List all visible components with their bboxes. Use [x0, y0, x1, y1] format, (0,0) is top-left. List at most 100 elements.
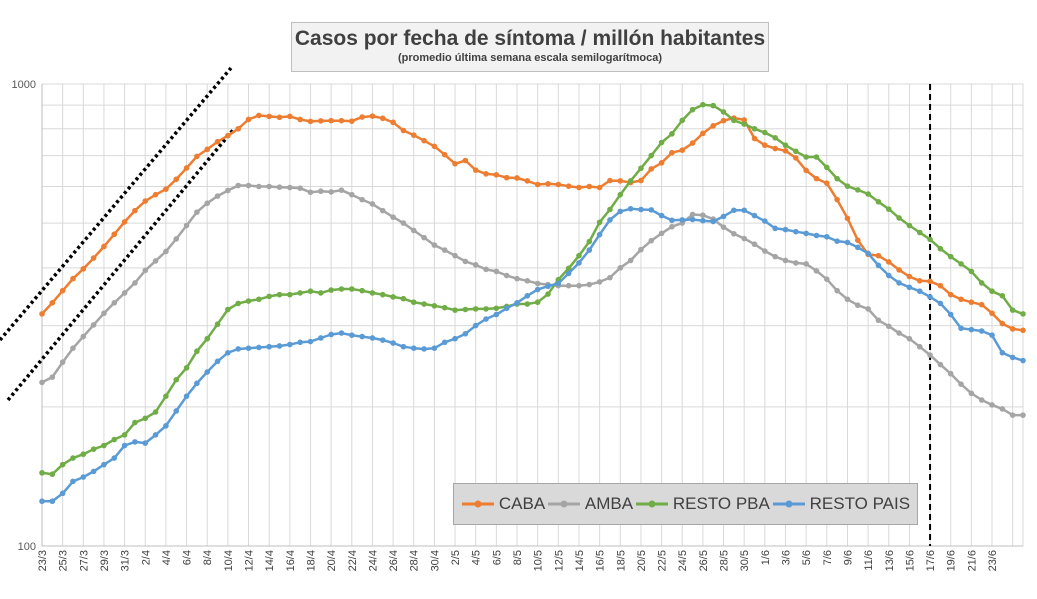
legend-swatch-amba [547, 500, 580, 508]
data-point-resto-pais [700, 217, 706, 224]
data-point-resto-pais [834, 238, 840, 244]
data-point-amba [772, 253, 778, 260]
data-point-resto-pais [163, 423, 169, 429]
data-point-amba [803, 261, 809, 267]
data-point-caba [576, 184, 582, 191]
data-point-resto-pba [947, 253, 954, 260]
data-point-resto-pba [121, 432, 128, 438]
x-tick-label: 27/3 [78, 550, 90, 571]
data-point-resto-pba [978, 280, 985, 286]
data-point-resto-pais [937, 300, 944, 307]
data-point-resto-pba [194, 348, 200, 355]
data-point-resto-pba [741, 121, 747, 127]
data-point-resto-pba [813, 154, 820, 160]
data-point-resto-pba [256, 296, 262, 303]
x-tick-label: 30/5 [739, 550, 751, 571]
y-tick-label: 100 [18, 541, 36, 553]
data-point-amba [586, 281, 593, 288]
data-point-amba [813, 268, 820, 274]
data-point-amba [183, 222, 190, 229]
data-point-caba [266, 113, 272, 120]
x-tick-label: 20/4 [326, 550, 338, 571]
data-point-resto-pba [483, 306, 489, 312]
x-tick-label: 1/6 [760, 550, 772, 565]
data-point-amba [885, 323, 892, 330]
x-tick-label: 2/4 [140, 550, 152, 565]
data-point-resto-pais [555, 280, 562, 287]
data-point-caba [410, 132, 417, 138]
data-point-amba [906, 335, 913, 342]
data-point-resto-pais [534, 286, 541, 293]
data-point-resto-pais [793, 228, 799, 235]
data-point-resto-pba [204, 335, 211, 342]
data-point-amba [669, 223, 675, 230]
data-point-caba [483, 171, 489, 177]
data-point-amba [276, 184, 283, 190]
data-point-resto-pba [111, 436, 118, 443]
data-point-amba [307, 189, 314, 196]
legend-swatch-resto-pba [635, 500, 668, 508]
data-point-resto-pais [875, 262, 882, 269]
data-point-resto-pais [256, 344, 262, 351]
data-point-amba [617, 265, 624, 271]
data-point-resto-pba [307, 288, 314, 295]
data-point-resto-pais [503, 305, 510, 312]
x-tick-label: 14/4 [264, 550, 276, 571]
x-tick-label: 10/5 [533, 550, 545, 571]
data-point-resto-pba [648, 152, 655, 159]
data-point-caba [689, 140, 696, 146]
data-point-resto-pais [101, 461, 107, 468]
data-point-resto-pais [235, 346, 241, 352]
data-point-amba [989, 402, 995, 408]
data-point-resto-pba [441, 304, 448, 311]
data-point-resto-pais [348, 332, 355, 338]
data-point-amba [514, 275, 520, 282]
data-point-amba [359, 196, 365, 203]
legend-label-resto-pba: RESTO PBA [672, 494, 770, 513]
data-point-caba [782, 147, 789, 154]
x-tick-label: 28/5 [719, 550, 731, 571]
x-tick-label: 12/5 [553, 550, 565, 571]
data-point-resto-pais [782, 226, 789, 233]
data-point-caba [968, 299, 975, 306]
legend: CABA AMBA RESTO PBA RESTO PAIS [453, 483, 918, 525]
data-point-resto-pais [1009, 354, 1016, 361]
data-point-caba [741, 117, 747, 123]
data-point-resto-pais [225, 349, 231, 356]
data-point-resto-pais [493, 311, 500, 318]
data-point-amba [824, 276, 830, 282]
data-point-caba [369, 113, 376, 119]
data-point-resto-pais [947, 311, 954, 318]
data-point-resto-pba [906, 222, 913, 229]
data-point-amba [916, 343, 923, 350]
data-point-caba [834, 196, 840, 203]
data-point-resto-pais [49, 498, 56, 505]
data-point-amba [266, 183, 272, 190]
data-point-amba [318, 188, 324, 195]
data-point-amba [101, 310, 107, 317]
x-tick-label: 19/6 [946, 550, 958, 571]
x-tick-label: 22/5 [657, 550, 669, 571]
data-point-resto-pais [968, 326, 975, 333]
data-point-amba [328, 189, 334, 195]
data-point-resto-pba [328, 287, 334, 293]
data-point-caba [617, 178, 624, 184]
data-point-caba [999, 320, 1006, 327]
x-tick-label: 16/5 [595, 550, 607, 571]
data-point-resto-pba [59, 461, 66, 468]
data-point-caba [751, 135, 758, 142]
data-point-resto-pba [576, 252, 582, 259]
data-point-resto-pba [318, 290, 324, 296]
x-tick-label: 9/6 [842, 550, 854, 565]
data-point-caba [524, 178, 531, 184]
data-point-resto-pba [297, 290, 303, 296]
data-point-resto-pba [390, 294, 396, 300]
data-point-amba [142, 267, 149, 274]
data-point-amba [751, 241, 758, 248]
data-point-resto-pais [627, 205, 634, 212]
x-tick-label: 6/4 [182, 550, 194, 565]
data-point-amba [111, 300, 118, 306]
data-point-caba [586, 183, 593, 190]
axes: 100 1000 23/3 25/3 27/3 29/3 31/3 2/4 4/4 6/4 8/4 1… [12, 79, 1023, 571]
